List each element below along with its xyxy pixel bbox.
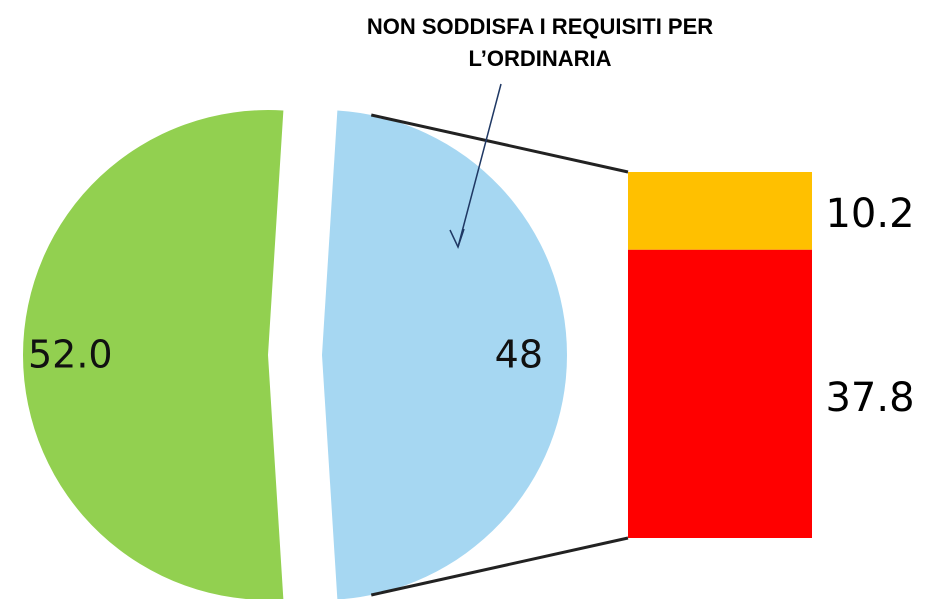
- pie-slice: [322, 110, 567, 599]
- bar-segment: [628, 249, 812, 538]
- bar-label: 10.2: [825, 191, 914, 237]
- pie-slice: [23, 110, 284, 599]
- data-label: 52.0: [28, 333, 113, 377]
- annotation: L’ORDINARIA: [469, 46, 612, 71]
- data-label: 48: [495, 333, 543, 377]
- arrow: [457, 83, 502, 248]
- bar-label: 37.8: [825, 375, 914, 421]
- annotation: NON SODDISFA I REQUISITI PER: [367, 14, 713, 39]
- arrow-head: [449, 228, 465, 250]
- connector: [370, 536, 629, 597]
- connector: [370, 113, 629, 174]
- bar-segment: [628, 172, 812, 250]
